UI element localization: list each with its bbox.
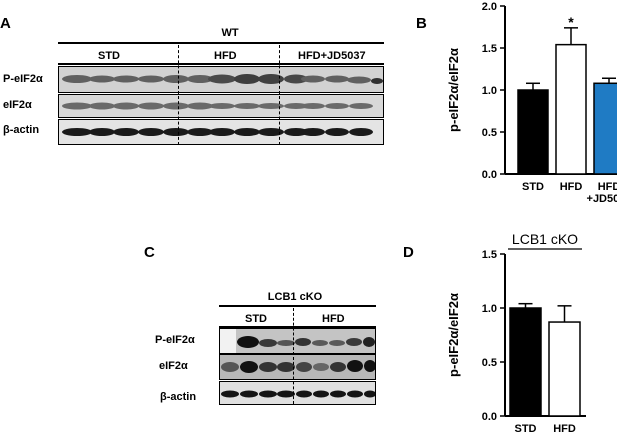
chart-b-ytick-label-3: 1.5 [482, 43, 497, 55]
chart-b-bar-0 [517, 89, 549, 175]
panel-label-d: D [403, 244, 414, 261]
chart-d-ytick-label-0: 0.0 [482, 411, 497, 423]
chart-d-svg: 0.0 0.5 1.0 1.5 p-eIF2α/eIF2α STD HFD LCB1 cKO [446, 231, 586, 435]
chart-b-ylabel: p-eIF2α/eIF2α [446, 48, 461, 132]
chart-b-annotation-1-0: * [568, 14, 574, 30]
blot-a-row-label-eif2a: eIF2α [3, 99, 32, 111]
panel-label-b: B [416, 15, 427, 32]
blot-c-condition-line [219, 326, 376, 328]
blot-c-group-line [219, 305, 376, 307]
blot-a-condition-hfd: HFD [214, 50, 237, 62]
chart-d-ylabel: p-eIF2α/eIF2α [446, 293, 461, 377]
chart-b-bar-1 [555, 43, 587, 175]
blot-c-group-title: LCB1 cKO [267, 291, 323, 303]
blot-c-actin-strip [219, 381, 376, 405]
blot-a-actin-strip [58, 119, 384, 145]
blot-a-group-line [58, 42, 384, 44]
blot-c-divider [293, 308, 294, 404]
chart-b-ytick-label-4: 2.0 [482, 1, 497, 13]
blot-c-eif2a-strip [219, 354, 376, 380]
chart-d-category-0: STD [515, 423, 537, 435]
blot-a-condition-hfd-jd5037: HFD+JD5037 [298, 50, 366, 62]
chart-b-svg: 0.0 0.5 1.0 1.5 2.0 p-eIF2α/eIF2α STD HFD * HFD +J… [446, 1, 617, 205]
blot-c-row-label-peif2a: P-eIF2α [155, 334, 195, 346]
blot-a-divider-1 [178, 45, 179, 145]
blot-a-row-label-actin: β-actin [3, 124, 40, 136]
chart-b-ytick-label-1: 0.5 [482, 127, 497, 139]
blot-c-condition-std: STD [245, 313, 267, 325]
chart-b-ytick-label-2: 1.0 [482, 85, 497, 97]
chart-d-title: LCB1 cKO [512, 231, 578, 247]
chart-d-ytick-label-2: 1.0 [482, 303, 497, 315]
chart-b-category-2: HFD+JD5037 [587, 181, 617, 205]
chart-d-category-1: HFD [553, 423, 576, 435]
blot-a-group-title: WT [221, 27, 239, 39]
chart-b-bar-2 [593, 82, 617, 175]
chart-b: 0.0 0.5 1.0 1.5 2.0 p-eIF2α/eIF2α STD HFD * HFD +J… [440, 0, 617, 225]
chart-d-ytick-label-3: 1.5 [482, 249, 497, 261]
blot-a-condition-std: STD [98, 50, 120, 62]
chart-d-ytick-label-1: 0.5 [482, 357, 497, 369]
blot-a-peif2a-strip [58, 66, 384, 93]
blot-c-row-label-eif2a: eIF2α [159, 360, 188, 372]
blot-a-divider-2 [279, 45, 280, 145]
chart-b-category-0: STD [522, 181, 544, 193]
chart-d: 0.0 0.5 1.0 1.5 p-eIF2α/eIF2α STD HFD LCB1 cKO [440, 225, 617, 437]
blot-c-row-label-actin: β-actin [160, 391, 197, 403]
chart-b-category-1: HFD [560, 181, 583, 193]
blot-a-row-label-peif2a: P-eIF2α [3, 73, 43, 85]
blot-a-eif2a-strip [58, 94, 384, 118]
blot-c-condition-hfd: HFD [322, 313, 345, 325]
blot-a-condition-line [58, 63, 384, 65]
chart-b-ytick-label-0: 0.0 [482, 169, 497, 181]
panel-label-a: A [0, 15, 11, 32]
chart-d-bar-0 [509, 307, 542, 417]
panel-label-c: C [144, 244, 155, 261]
blot-c-peif2a-strip [219, 328, 376, 354]
chart-d-bar-1 [548, 321, 581, 417]
